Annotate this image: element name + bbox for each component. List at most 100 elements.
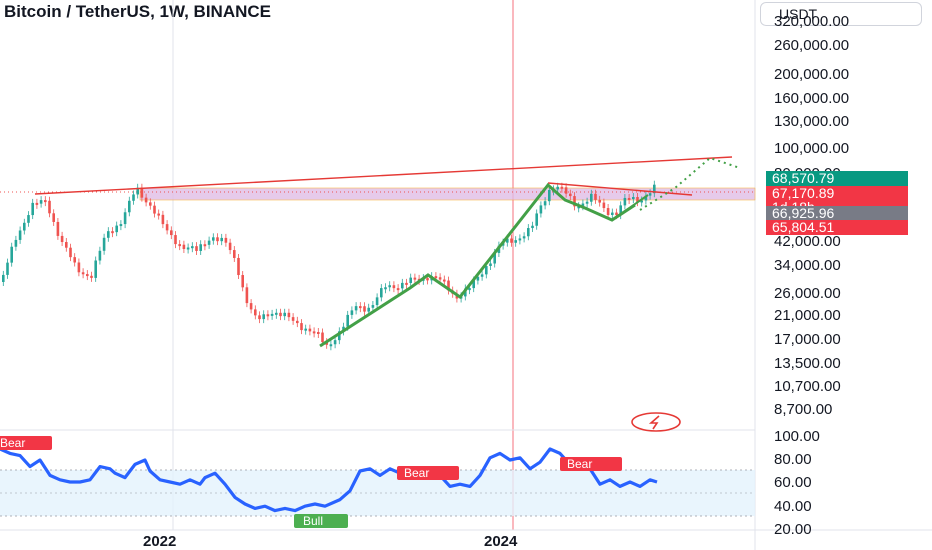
candle xyxy=(2,274,5,282)
candle xyxy=(380,288,383,298)
candle xyxy=(262,314,265,320)
candle xyxy=(6,262,9,275)
candle xyxy=(619,205,622,216)
flash-icon[interactable] xyxy=(631,412,681,432)
candle xyxy=(153,205,156,214)
candle xyxy=(489,263,492,266)
price-tick: 10,700.00 xyxy=(774,378,841,395)
candle xyxy=(287,312,291,318)
candle xyxy=(405,282,408,285)
candle xyxy=(90,275,93,278)
candle xyxy=(279,312,282,317)
candle xyxy=(485,265,488,275)
wave-pattern-line-2[interactable] xyxy=(611,194,649,221)
svg-text:66,925.96: 66,925.96 xyxy=(772,205,834,221)
candle xyxy=(350,310,354,315)
signal-bear-3: Bear xyxy=(560,457,622,471)
candle xyxy=(237,257,240,276)
svg-text:Bear: Bear xyxy=(567,457,592,471)
wave-pattern-line[interactable] xyxy=(319,182,636,348)
price-tick: 130,000.00 xyxy=(774,113,849,130)
candle xyxy=(527,228,530,237)
rsi-line xyxy=(0,447,658,513)
candle xyxy=(569,193,572,197)
candle xyxy=(165,224,169,231)
candle xyxy=(60,235,64,243)
candle xyxy=(52,213,55,222)
price-axis[interactable]: 320,000.00 260,000.00 200,000.00 160,000… xyxy=(774,13,849,418)
candle xyxy=(224,237,228,243)
candle xyxy=(539,205,543,214)
candle xyxy=(413,277,417,280)
candle xyxy=(186,247,190,250)
candle xyxy=(245,287,249,304)
candle xyxy=(115,225,118,233)
rsi-axis[interactable]: 100.00 80.00 60.00 40.00 20.00 xyxy=(774,428,820,538)
price-tick: 8,700.00 xyxy=(774,401,832,418)
price-tick: 200,000.00 xyxy=(774,66,849,83)
candle xyxy=(140,187,144,198)
rsi-tick: 80.00 xyxy=(774,451,812,468)
candle xyxy=(476,276,480,281)
rsi-tick: 100.00 xyxy=(774,428,820,445)
candle xyxy=(602,202,606,209)
short-trendline[interactable] xyxy=(547,182,693,196)
candle xyxy=(648,193,652,196)
candle xyxy=(18,230,22,240)
candle xyxy=(144,197,148,203)
candle xyxy=(312,331,316,334)
candle xyxy=(27,215,30,223)
candle xyxy=(615,212,618,216)
price-tick: 13,500.00 xyxy=(774,355,841,372)
candle xyxy=(258,315,261,320)
candle xyxy=(107,231,110,238)
candle xyxy=(94,260,97,278)
price-tick: 320,000.00 xyxy=(774,13,849,30)
candle xyxy=(531,225,534,229)
svg-text:Bear: Bear xyxy=(0,436,25,450)
svg-text:Bull: Bull xyxy=(303,514,323,528)
time-axis[interactable]: 2022 2024 xyxy=(143,533,518,550)
candle xyxy=(77,262,81,273)
rsi-tick: 40.00 xyxy=(774,498,812,515)
candle xyxy=(367,307,370,312)
candle xyxy=(195,246,198,251)
candle xyxy=(161,214,165,225)
currency-button[interactable]: USDT xyxy=(760,2,922,26)
candle xyxy=(606,208,610,215)
candle xyxy=(300,323,303,331)
candle xyxy=(396,288,400,291)
svg-text:68,570.79: 68,570.79 xyxy=(772,170,834,186)
candle xyxy=(640,200,643,203)
price-tick: 42,000.00 xyxy=(774,233,841,250)
price-tick: 34,000.00 xyxy=(774,257,841,274)
candle xyxy=(438,277,442,280)
candle xyxy=(401,282,404,289)
candle xyxy=(233,250,236,258)
candle xyxy=(56,221,60,236)
resistance-zone[interactable] xyxy=(139,187,756,201)
candle xyxy=(329,344,333,347)
candle xyxy=(304,328,307,331)
price-tick: 260,000.00 xyxy=(774,37,849,54)
candle xyxy=(317,331,320,334)
candle xyxy=(644,195,648,201)
candle xyxy=(627,197,631,200)
long-trendline[interactable] xyxy=(34,156,733,195)
candle xyxy=(31,202,34,216)
candle xyxy=(111,231,114,234)
candle xyxy=(254,309,257,316)
candle xyxy=(590,193,593,202)
signal-bear-1: Bear xyxy=(0,436,52,450)
candle xyxy=(594,193,597,200)
time-label-2022: 2022 xyxy=(143,533,176,550)
candle xyxy=(346,314,349,327)
projection-path[interactable] xyxy=(639,156,741,211)
candle xyxy=(388,285,391,288)
candle xyxy=(123,212,127,225)
candle xyxy=(81,272,85,275)
price-badge-mid: 66,925.96 xyxy=(766,205,908,221)
price-tick: 17,000.00 xyxy=(774,331,841,348)
candle xyxy=(577,206,580,209)
